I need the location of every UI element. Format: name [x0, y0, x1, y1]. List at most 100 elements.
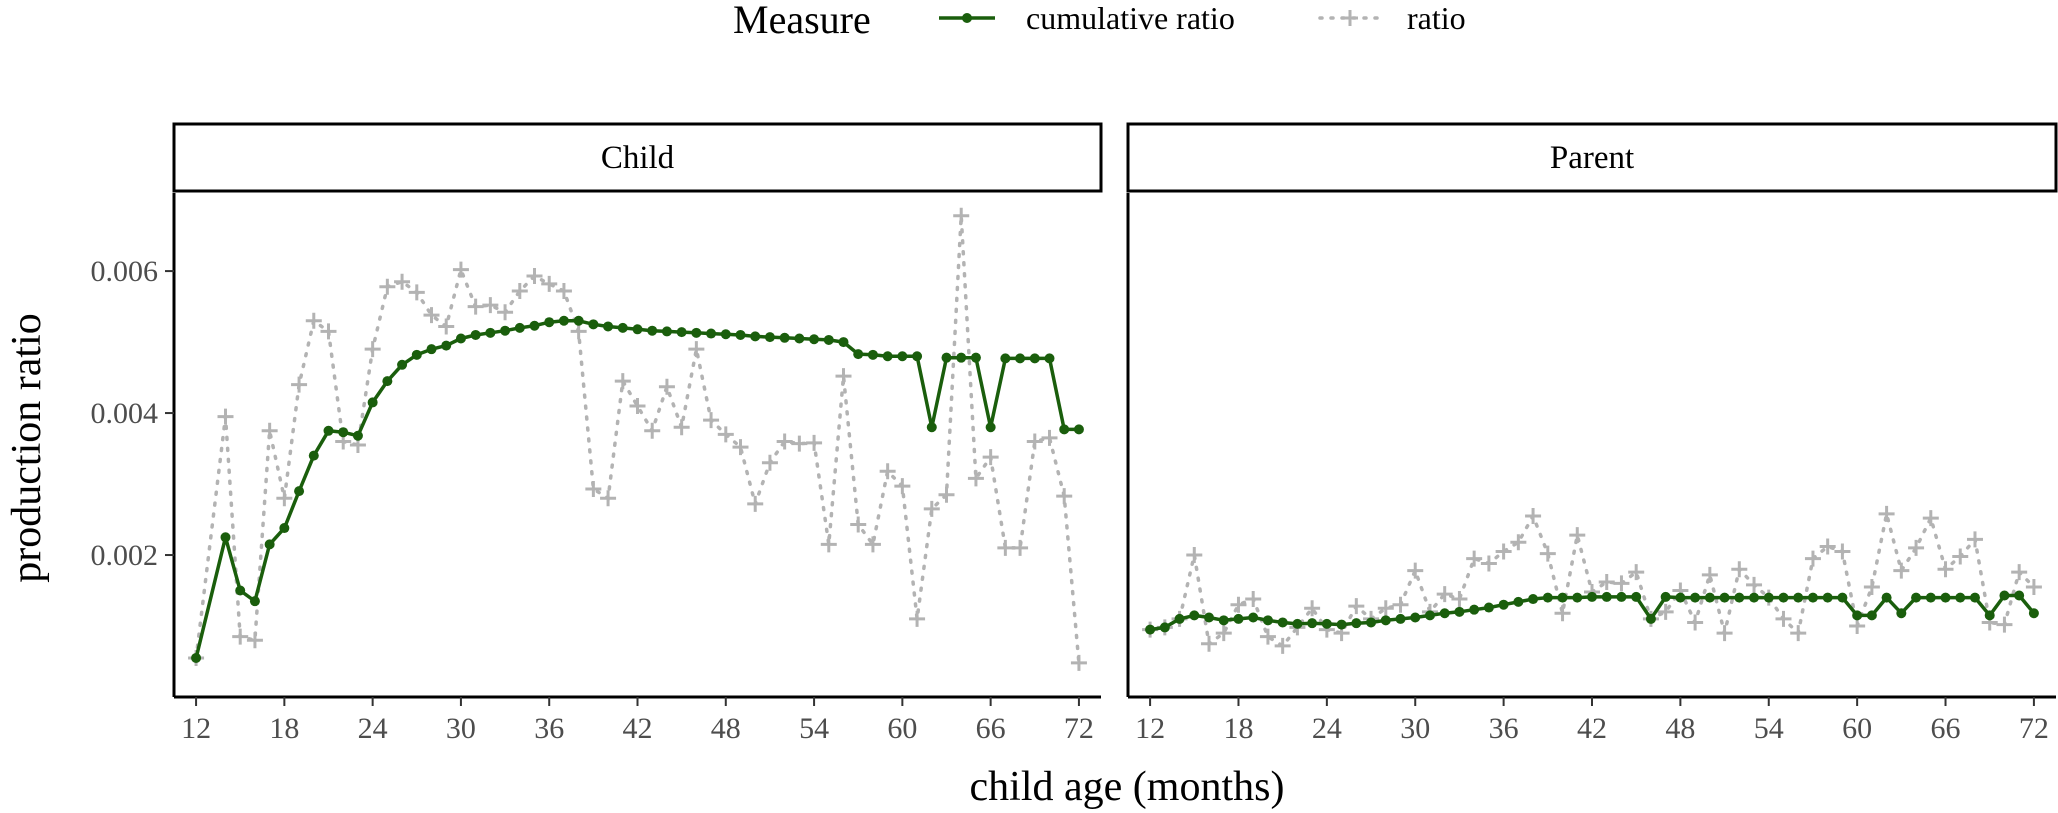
x-tick-label: 42	[1577, 712, 1607, 745]
cumulative-ratio-point	[794, 333, 805, 344]
y-axis-title: production ratio	[4, 313, 50, 582]
cumulative-ratio-point	[1572, 592, 1583, 603]
ratio-point	[217, 408, 234, 425]
x-tick-label: 18	[269, 712, 299, 745]
ratio-point	[967, 470, 984, 487]
cumulative-ratio-point	[1587, 591, 1597, 602]
ratio-point	[614, 373, 631, 390]
cumulative-ratio-point	[249, 596, 260, 607]
ratio-point	[408, 284, 425, 301]
cumulative-ratio-point	[1380, 615, 1391, 626]
panels: Child 0.002 0.004 0.006 12 18 24 30 36 42 48 54 60 66…	[91, 122, 2058, 745]
ratio-point	[2025, 578, 2042, 595]
cumulative-ratio-point	[308, 450, 319, 461]
cumulative-ratio-point	[838, 337, 849, 348]
cumulative-ratio-point	[1262, 615, 1273, 626]
x-tick-label: 72	[2019, 712, 2049, 745]
legend-title: Measure	[733, 0, 871, 42]
ratio-point	[1436, 586, 1453, 603]
legend-key-point	[962, 13, 972, 23]
cumulative-ratio-point	[1189, 610, 1200, 621]
cumulative-ratio-point	[1248, 612, 1259, 623]
x-axis-title: child age (months)	[970, 764, 1285, 810]
ratio-point	[497, 304, 514, 321]
cumulative-ratio-point	[470, 329, 481, 340]
cumulative-ratio-point	[1896, 608, 1907, 619]
ratio-point	[1746, 576, 1763, 593]
cumulative-ratio-point	[970, 352, 981, 363]
cumulative-ratio-point	[1395, 613, 1406, 624]
ratio-point	[541, 275, 558, 292]
ratio-point	[806, 434, 823, 451]
ratio-point	[1657, 603, 1674, 620]
cumulative-ratio-point	[1145, 624, 1156, 635]
ratio-point	[1878, 505, 1895, 522]
ratio-point	[688, 341, 705, 358]
cumulative-ratio-point	[1307, 618, 1318, 629]
ratio-point	[776, 433, 793, 450]
cumulative-ratio-point	[1015, 353, 1026, 364]
ratio-point	[379, 278, 396, 295]
cumulative-ratio-point	[1837, 592, 1848, 603]
cumulative-ratio-point	[1734, 592, 1745, 603]
cumulative-ratio-point	[1763, 592, 1774, 603]
cumulative-ratio-point	[1660, 591, 1671, 602]
ratio-point	[600, 490, 617, 507]
cumulative-ratio-point	[1807, 592, 1818, 603]
cumulative-ratio-point	[985, 422, 996, 433]
cumulative-ratio-point	[1969, 592, 1980, 603]
ratio-point	[364, 341, 381, 358]
ratio-point	[1539, 545, 1556, 562]
ratio-point	[835, 368, 852, 385]
cumulative-ratio-point	[426, 344, 437, 355]
ratio-point	[1893, 562, 1910, 579]
cumulative-ratio-point	[823, 334, 834, 345]
cumulative-ratio-point	[1513, 596, 1524, 607]
ratio-point	[1230, 596, 1247, 613]
legend-label-ratio: ratio	[1407, 0, 1466, 36]
ratio-point	[1598, 574, 1615, 591]
strip-box	[1126, 122, 2058, 193]
cumulative-ratio-point	[912, 351, 923, 362]
cumulative-ratio-point	[2028, 608, 2039, 619]
ratio-point	[1952, 548, 1969, 565]
cumulative-ratio-point	[1454, 606, 1465, 617]
ratio-point	[1849, 618, 1866, 635]
cumulative-ratio-point	[1645, 613, 1656, 624]
x-tick-label: 18	[1223, 712, 1253, 745]
ratio-point	[438, 318, 455, 335]
ratio-point	[305, 312, 322, 329]
cumulative-ratio-point	[853, 349, 864, 360]
ratio-point	[1613, 575, 1630, 592]
cumulative-ratio-point	[1366, 617, 1377, 628]
cumulative-ratio-point	[352, 430, 363, 441]
ratio-point	[1348, 598, 1365, 615]
cumulative-ratio-point	[1675, 592, 1686, 603]
cumulative-ratio-point	[1793, 592, 1804, 603]
cumulative-ratio-point	[1778, 592, 1789, 603]
cumulative-ratio-point	[809, 334, 820, 345]
x-tick-label: 66	[976, 712, 1006, 745]
ratio-point	[747, 495, 764, 512]
cumulative-ratio-point	[1000, 353, 1011, 364]
ratio-point	[1966, 531, 1983, 548]
cumulative-ratio-point	[735, 329, 746, 340]
ratio-point	[1274, 637, 1291, 654]
ratio-point	[1908, 539, 1925, 556]
x-tick-label: 12	[181, 712, 211, 745]
ratio-point	[1215, 625, 1232, 642]
legend-label-cumulative-ratio: cumulative ratio	[1026, 0, 1235, 36]
cumulative-ratio-point	[500, 325, 511, 336]
cumulative-ratio-point	[720, 329, 731, 340]
cumulative-ratio-point	[1336, 619, 1347, 630]
cumulative-ratio-point	[1292, 618, 1303, 629]
cumulative-ratio-point	[191, 652, 202, 663]
cumulative-ratio-point	[1822, 592, 1833, 603]
cumulative-ratio-point	[661, 326, 672, 337]
x-tick-label: 54	[799, 712, 829, 745]
ratio-point	[570, 323, 587, 340]
cumulative-ratio-point	[397, 359, 408, 370]
ratio-point	[938, 486, 955, 503]
cumulative-ratio-point	[1277, 617, 1288, 628]
